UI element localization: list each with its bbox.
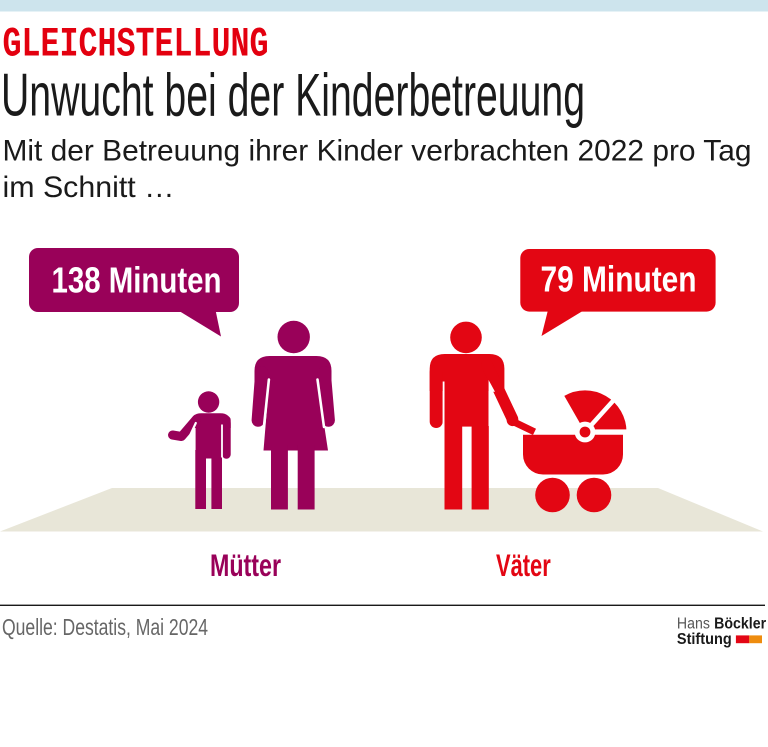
svg-text:Väter: Väter	[496, 547, 551, 583]
svg-text:Mit der Betreuung ihrer Kinder: Mit der Betreuung ihrer Kinder verbracht…	[3, 135, 752, 168]
svg-text:Böckler: Böckler	[714, 615, 766, 632]
svg-text:Stiftung: Stiftung	[677, 631, 732, 648]
svg-text:79 Minuten: 79 Minuten	[541, 259, 697, 300]
svg-text:GLEICHSTELLUNG: GLEICHSTELLUNG	[3, 21, 269, 69]
svg-text:Mütter: Mütter	[210, 547, 281, 583]
svg-text:im Schnitt …: im Schnitt …	[3, 171, 175, 204]
svg-text:Unwucht bei der Kinderbetreuun: Unwucht bei der Kinderbetreuung	[1, 62, 585, 129]
svg-text:Hans: Hans	[677, 615, 710, 632]
svg-text:138 Minuten: 138 Minuten	[52, 260, 222, 301]
svg-text:Quelle: Destatis, Mai 2024: Quelle: Destatis, Mai 2024	[2, 614, 208, 640]
